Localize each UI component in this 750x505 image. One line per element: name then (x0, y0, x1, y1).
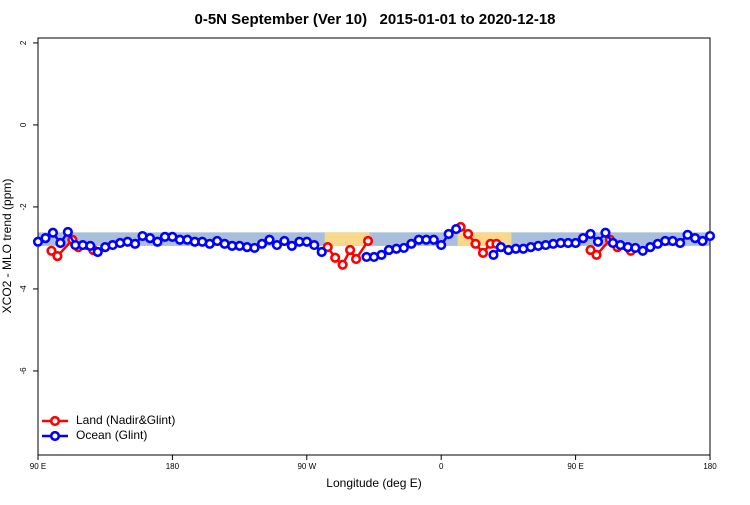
data-point (398, 242, 409, 254)
data-point (144, 232, 156, 244)
data-point (592, 236, 604, 247)
data-point (436, 239, 447, 251)
data-point (286, 240, 297, 251)
y-axis-label: XCO2 - MLO trend (ppm) (0, 179, 14, 314)
data-point (271, 239, 283, 251)
y-tick-label: -6 (19, 367, 28, 375)
data-point (697, 235, 708, 247)
data-point (577, 232, 589, 244)
data-point (406, 238, 417, 249)
y-tick-label: -2 (19, 203, 28, 211)
x-axis-label: Longitude (deg E) (326, 476, 421, 490)
data-point (675, 237, 686, 249)
data-point (477, 247, 489, 258)
x-tick-label: 90 E (567, 462, 583, 471)
data-point (362, 235, 374, 247)
data-point (704, 230, 716, 242)
data-point (337, 259, 348, 270)
x-tick-label: 180 (703, 462, 717, 471)
data-point (428, 234, 439, 245)
y-tick-label: 0 (19, 122, 28, 127)
data-point (256, 238, 268, 249)
x-tick-label: 90 W (297, 462, 316, 471)
data-point (637, 245, 648, 256)
data-point (451, 223, 462, 235)
data-point (47, 227, 59, 238)
data-point (376, 249, 387, 261)
data-point (264, 234, 275, 245)
data-point (470, 238, 481, 249)
x-tick-label: 0 (439, 462, 444, 471)
y-tick-label: -4 (19, 285, 28, 293)
data-point (152, 236, 163, 247)
x-tick-label: 180 (166, 462, 180, 471)
data-point (309, 239, 320, 251)
y-tick-label: 2 (19, 40, 28, 45)
data-point (32, 236, 44, 247)
data-point (316, 246, 327, 258)
data-point (249, 242, 260, 254)
data-point (488, 249, 499, 261)
data-point (443, 228, 454, 240)
data-point (591, 249, 602, 261)
data-point (462, 228, 474, 240)
shade-band (324, 232, 370, 246)
data-point (40, 232, 51, 244)
x-tick-label: 90 E (30, 462, 46, 471)
legend-label: Ocean (Glint) (76, 428, 147, 442)
data-point (279, 235, 290, 247)
data-point (345, 244, 356, 256)
data-point (129, 238, 141, 249)
data-point (585, 228, 596, 240)
data-point (52, 251, 63, 262)
data-point (85, 240, 96, 251)
data-point (600, 227, 611, 238)
data-point (570, 237, 581, 249)
data-point (46, 245, 57, 256)
legend-marker (49, 415, 61, 427)
data-point (330, 252, 341, 263)
legend-marker (49, 430, 61, 442)
data-point (92, 246, 103, 258)
data-point (62, 226, 73, 238)
chart-title: 0-5N September (Ver 10) 2015-01-01 to 20… (194, 11, 555, 28)
data-point (55, 237, 66, 249)
data-point (350, 253, 362, 265)
legend-label: Land (Nadir&Glint) (76, 413, 175, 427)
